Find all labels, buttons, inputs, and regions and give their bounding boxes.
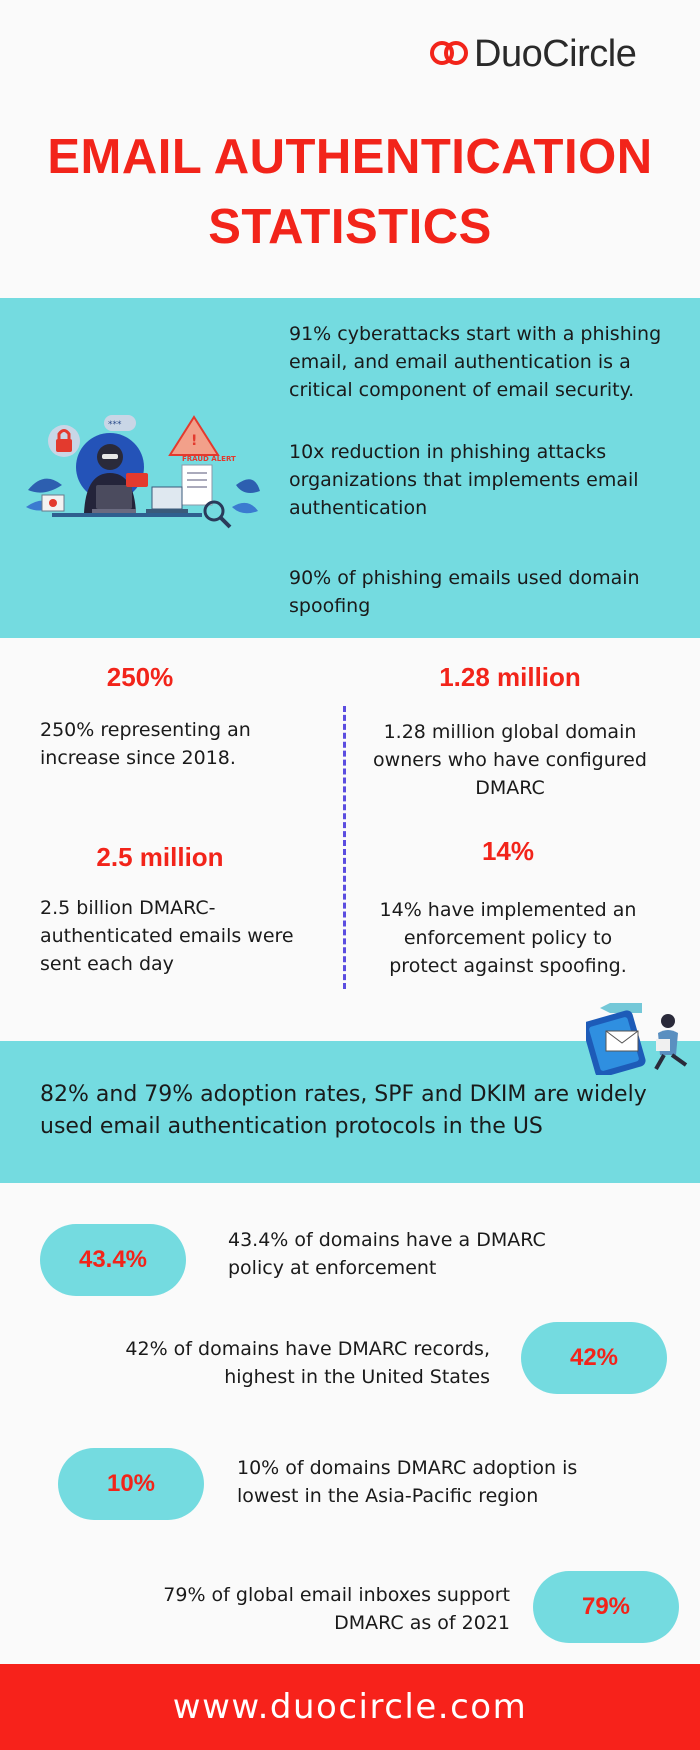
page-title: EMAIL AUTHENTICATION STATISTICS [0,122,700,262]
adoption-band [0,1041,700,1183]
brand-name: DuoCircle [474,32,637,75]
stat-text-2: 1.28 million global domain owners who ha… [373,721,647,799]
pill-text-2: 42% of domains have DMARC records, highe… [125,1338,490,1388]
hacker-illustration: *** ! FRAUD ALERT [26,415,260,529]
footer-url[interactable]: www.duocircle.com [172,1687,528,1727]
stat-value-4: 14% [481,836,535,866]
title-line-1: EMAIL AUTHENTICATION [47,130,653,184]
pill-value-2: 42% [521,1322,667,1394]
adoption-text: 82% and 79% adoption rates, SPF and DKIM… [40,1082,647,1139]
footer-bar: www.duocircle.com [0,1664,700,1750]
title-line-2: STATISTICS [208,200,492,254]
pill-value-4: 79% [533,1571,679,1643]
stat-text-1: 250% representing an increase since 2018… [40,719,251,769]
pill-text-3: 10% of domains DMARC adoption is lowest … [237,1457,578,1507]
stat-value-1: 250% [106,662,174,692]
svg-text:***: *** [108,420,122,430]
pill-value-1: 43.4% [40,1224,186,1296]
pill-value-3: 10% [58,1448,204,1520]
intro-fact-1: 91% cyberattacks start with a phishing e… [289,323,662,401]
email-phone-illustration [586,1003,688,1075]
pill-text-1: 43.4% of domains have a DMARC policy at … [228,1229,546,1279]
fraud-alert-label: FRAUD ALERT [182,455,236,463]
brand-logo: DuoCircle [430,30,637,78]
intro-fact-3: 90% of phishing emails used domain spoof… [289,567,640,617]
stat-text-4: 14% have implemented an enforcement poli… [379,899,637,977]
stat-value-2: 1.28 million [439,662,581,692]
pill-text-4: 79% of global email inboxes support DMAR… [163,1584,510,1634]
stats-divider [343,706,346,989]
stat-value-3: 2.5 million [96,842,224,872]
intro-fact-2: 10x reduction in phishing attacks organi… [289,441,639,519]
stat-text-3: 2.5 billion DMARC-authenticated emails w… [40,897,294,975]
svg-text:!: ! [191,433,197,449]
duocircle-rings-icon [430,39,472,69]
